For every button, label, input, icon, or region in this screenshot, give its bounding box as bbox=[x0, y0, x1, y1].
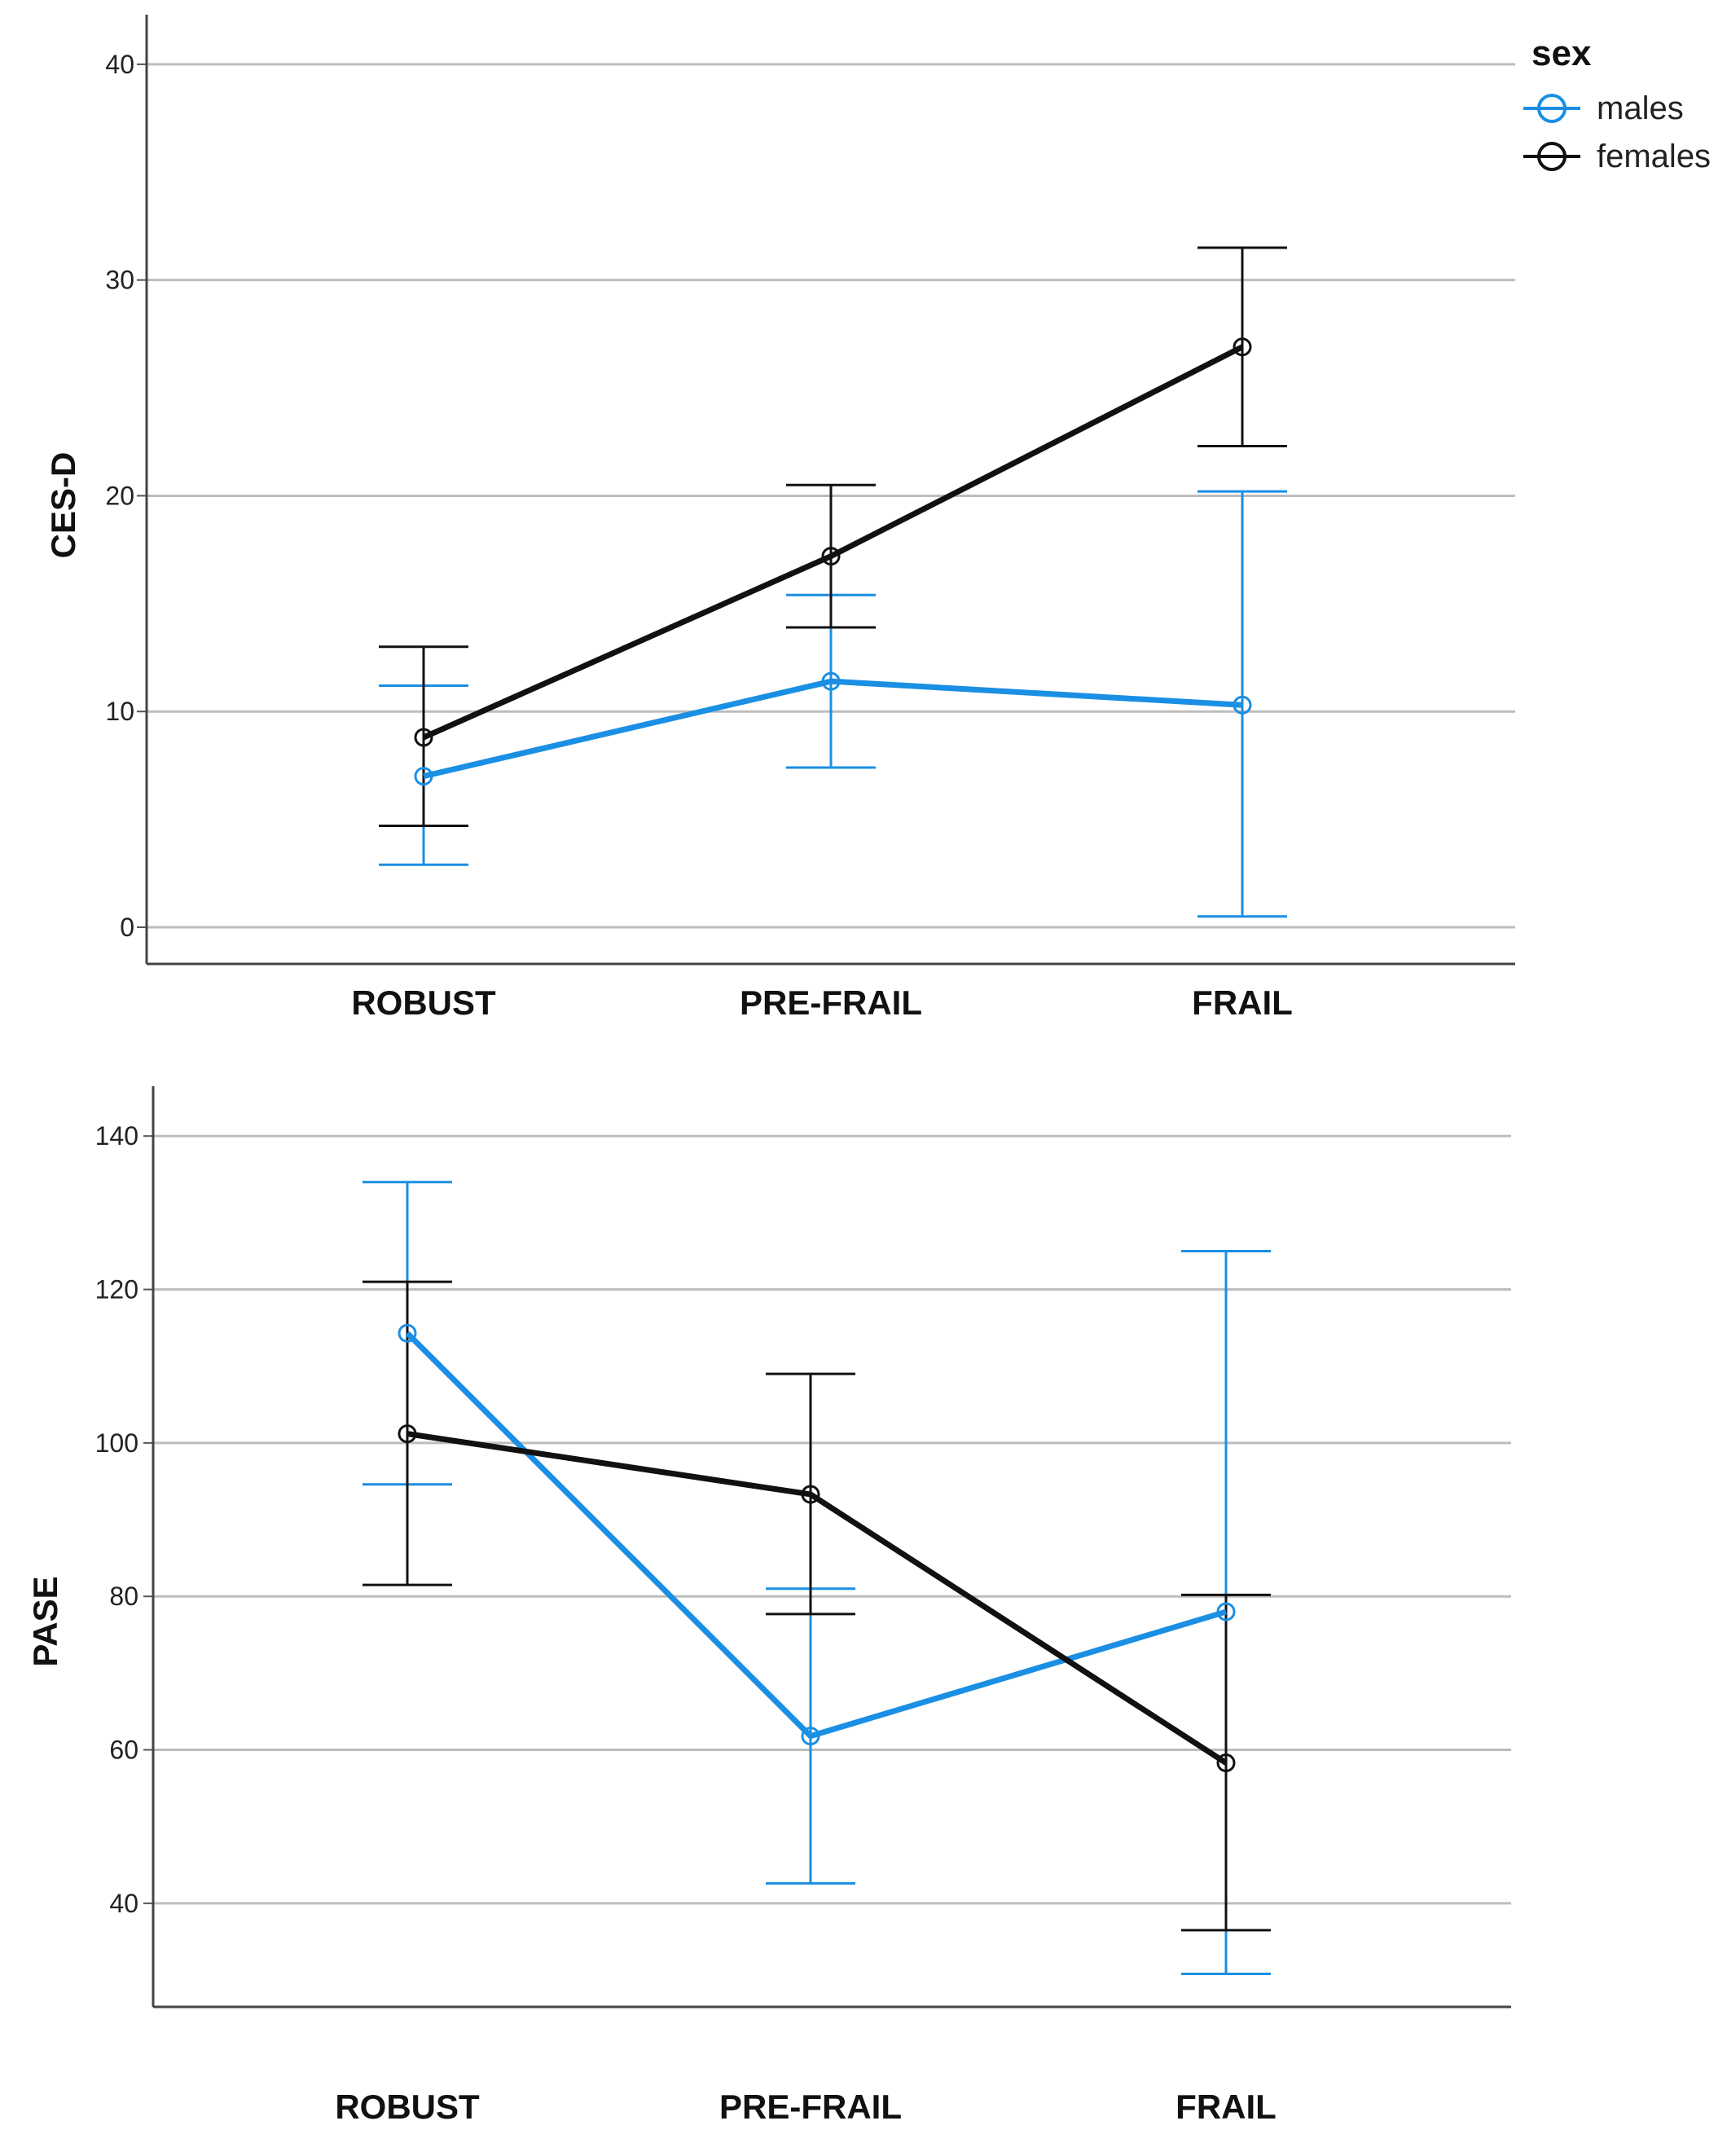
legend-entry-females: females bbox=[1523, 139, 1711, 174]
legend: sex males females bbox=[1523, 33, 1711, 174]
y-tick-label: 40 bbox=[109, 1889, 138, 1918]
y-tick-label: 10 bbox=[105, 697, 134, 726]
series-line-females bbox=[406, 1431, 1228, 1766]
legend-marker-males bbox=[1537, 94, 1567, 123]
data-point-males bbox=[1233, 695, 1252, 715]
y-tick-label: 80 bbox=[109, 1582, 138, 1611]
data-point-males bbox=[821, 671, 841, 691]
legend-title: sex bbox=[1531, 33, 1592, 73]
legend-label-females: females bbox=[1597, 139, 1711, 174]
y-axis-title: PASE bbox=[26, 1576, 64, 1666]
ces-d-panel: 0 10 20 30 40 ROBUST PRE-FRAIL FRAIL CES-D bbox=[44, 15, 1515, 1022]
data-point-females bbox=[1233, 337, 1252, 357]
legend-entry-males: males bbox=[1523, 90, 1684, 126]
data-point-females bbox=[414, 728, 433, 747]
series-line-males bbox=[423, 678, 1243, 780]
data-point-males bbox=[801, 1727, 820, 1746]
y-tick-label: 120 bbox=[95, 1275, 138, 1305]
y-tick-label: 30 bbox=[105, 266, 134, 295]
y-axis-title: CES-D bbox=[44, 452, 82, 559]
data-point-males bbox=[398, 1323, 417, 1343]
x-category-label: PRE-FRAIL bbox=[740, 983, 922, 1022]
legend-marker-females bbox=[1537, 142, 1567, 171]
x-category-label: PRE-FRAIL bbox=[719, 2088, 902, 2126]
y-tick-label: 60 bbox=[109, 1736, 138, 1765]
pase-panel: 40 60 80 100 120 140 ROBUST PRE-FRAIL FRAIL PASE bbox=[26, 1086, 1511, 2126]
x-category-label: FRAIL bbox=[1176, 2088, 1277, 2126]
x-category-label: ROBUST bbox=[351, 983, 496, 1022]
data-point-males bbox=[414, 767, 433, 786]
series-line-males bbox=[405, 1331, 1228, 1740]
legend-label-males: males bbox=[1597, 90, 1684, 126]
y-tick-label: 100 bbox=[95, 1428, 138, 1458]
data-point-females bbox=[398, 1424, 417, 1444]
data-point-males bbox=[1216, 1602, 1236, 1621]
x-category-label: ROBUST bbox=[335, 2088, 480, 2126]
y-tick-label: 140 bbox=[95, 1121, 138, 1151]
y-tick-label: 40 bbox=[105, 50, 134, 79]
series-line-females bbox=[422, 344, 1244, 741]
data-point-females bbox=[1216, 1753, 1236, 1773]
data-point-females bbox=[821, 547, 841, 566]
x-category-label: FRAIL bbox=[1192, 983, 1293, 1022]
y-tick-label: 0 bbox=[120, 913, 134, 942]
y-tick-label: 20 bbox=[105, 481, 134, 510]
data-point-females bbox=[801, 1485, 820, 1504]
